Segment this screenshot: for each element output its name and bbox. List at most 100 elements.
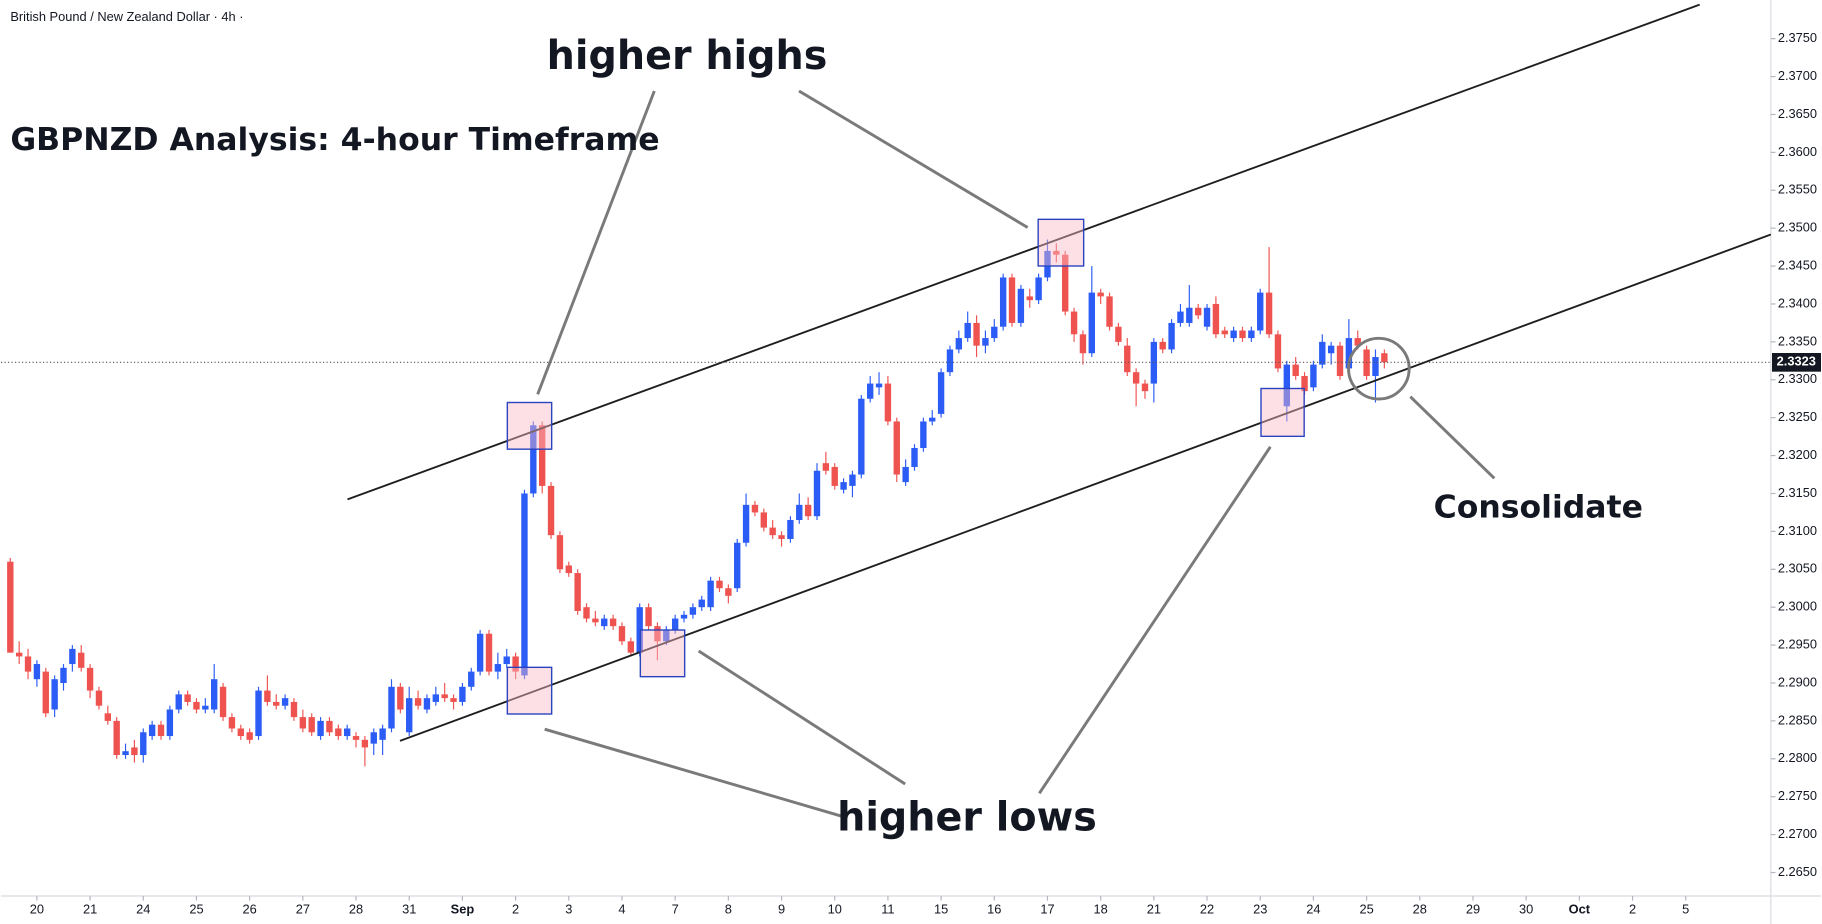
x-tick-label: 7: [672, 901, 679, 916]
candle-body: [397, 686, 404, 710]
candle-body: [485, 633, 493, 672]
candle-body: [1079, 334, 1087, 354]
candle-body: [1088, 292, 1095, 354]
y-tick-label: 2.3550: [1778, 182, 1817, 197]
x-tick-label: 25: [189, 901, 203, 916]
candle-body: [184, 694, 191, 702]
candle-body: [796, 504, 803, 521]
x-tick-label: 17: [1040, 901, 1054, 916]
candle-body: [955, 338, 963, 350]
last-price-label: 2.3323: [1777, 354, 1816, 369]
candle-body: [7, 561, 14, 653]
candle-body: [1327, 345, 1335, 354]
x-tick-label: 23: [1253, 901, 1267, 916]
candle-body: [352, 736, 360, 740]
y-tick-label: 2.3400: [1778, 295, 1817, 310]
x-tick-label: 3: [565, 901, 572, 916]
candle-body: [459, 686, 466, 702]
candle-body: [1265, 292, 1273, 335]
pointer-line: [798, 89, 1029, 229]
candle-body: [1345, 338, 1353, 369]
candle-body: [202, 705, 209, 710]
candle-body: [999, 277, 1007, 327]
candle-body: [335, 728, 342, 737]
candle-body: [929, 417, 936, 422]
candle-body: [78, 652, 85, 668]
candle-body: [1168, 322, 1175, 350]
y-tick-label: 2.3750: [1778, 30, 1817, 45]
upper-channel-line: [347, 3, 1700, 501]
candle-body: [840, 482, 847, 490]
candle-body: [1292, 364, 1299, 376]
x-tick-label: 24: [1306, 901, 1320, 916]
candle-body: [69, 648, 76, 665]
symbol-title: British Pound / New Zealand Dollar · 4h …: [10, 9, 243, 24]
candle-body: [503, 656, 510, 665]
candle-body: [1274, 334, 1282, 369]
candle-body: [228, 717, 236, 729]
candle-body: [831, 466, 838, 486]
x-tick-label: 21: [1147, 901, 1161, 916]
candle-body: [290, 701, 298, 718]
candle-body: [937, 372, 945, 414]
candle-body: [113, 720, 120, 756]
candle-body: [716, 580, 723, 589]
x-tick-label: 27: [296, 901, 310, 916]
candle-body: [273, 701, 280, 706]
candle-body: [237, 728, 244, 737]
higher-highs-label: higher highs: [547, 33, 828, 79]
candle-body: [875, 383, 883, 388]
candle-body: [86, 667, 94, 691]
candle-body: [1381, 353, 1388, 363]
candle-body: [219, 686, 227, 718]
candle-body: [1035, 277, 1042, 301]
lower-channel-line: [399, 233, 1772, 742]
highlight-box: [1037, 218, 1085, 267]
candle-body: [148, 724, 156, 737]
candle-body: [60, 667, 67, 683]
x-tick-label: 28: [1413, 901, 1427, 916]
candle-body: [122, 751, 129, 756]
candle-body: [627, 641, 635, 653]
candle-body: [494, 664, 502, 672]
pointer-line: [1409, 395, 1496, 480]
candle-body: [24, 656, 32, 672]
candle-body: [547, 485, 555, 536]
candle-body: [964, 322, 971, 339]
candle-body: [1221, 330, 1228, 335]
candle-body: [858, 398, 865, 475]
candle-body: [264, 690, 271, 702]
candle-body: [255, 690, 262, 737]
x-tick-label: 10: [828, 901, 842, 916]
candle-body: [671, 618, 679, 630]
y-tick-label: 2.2750: [1778, 788, 1817, 803]
y-tick-label: 2.3250: [1778, 409, 1817, 424]
candle-body: [15, 652, 23, 657]
candle-body: [920, 421, 927, 448]
x-tick-label: 21: [83, 901, 97, 916]
pointer-line: [697, 649, 906, 786]
candle-body: [104, 713, 112, 721]
candle-body: [583, 607, 590, 619]
x-tick-label: Oct: [1569, 901, 1591, 916]
candle-body: [654, 626, 661, 642]
candle-body: [521, 493, 528, 676]
candle-body: [95, 690, 103, 706]
x-tick-label: 30: [1519, 901, 1533, 916]
y-tick-label: 2.3650: [1778, 106, 1817, 121]
candle-body: [787, 520, 794, 539]
candle-body: [281, 698, 289, 706]
candle-body: [157, 724, 165, 737]
plot: [7, 239, 1388, 767]
candle-body: [326, 720, 333, 733]
candle-body: [982, 338, 989, 346]
candle-body: [991, 326, 998, 339]
x-tick-label: 4: [618, 901, 625, 916]
candle-body: [33, 664, 41, 680]
highlight-box: [506, 666, 553, 715]
candle-body: [343, 728, 351, 737]
candle-body: [441, 694, 448, 699]
candle-body: [1203, 307, 1211, 327]
candle-body: [1150, 341, 1158, 384]
